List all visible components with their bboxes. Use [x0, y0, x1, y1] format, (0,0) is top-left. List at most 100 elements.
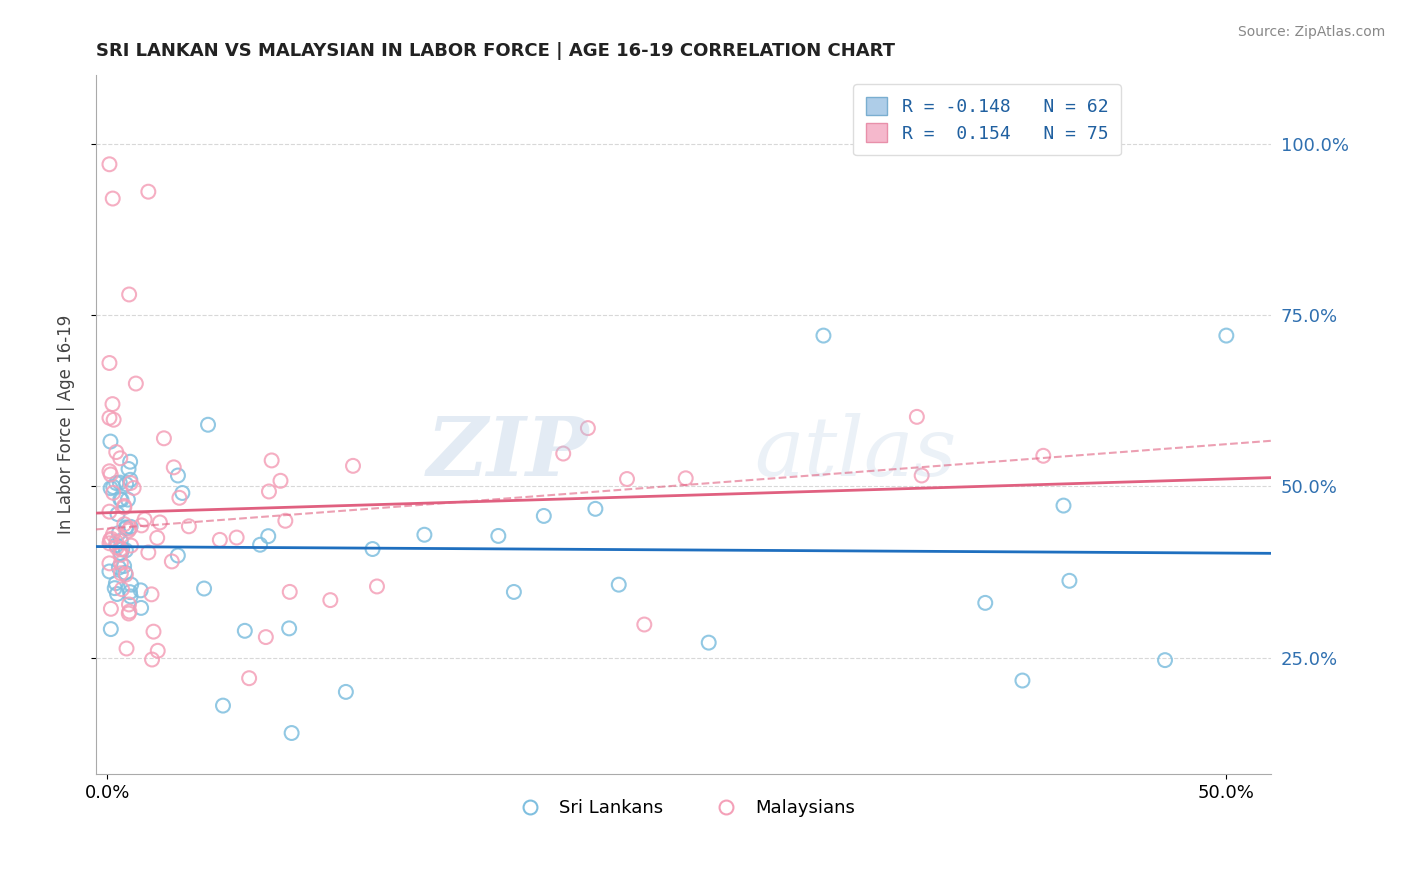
Point: [120, 475, 142, 490]
Point: [115, 543, 138, 558]
Point: [100, 602, 122, 616]
Point: [335, 685, 357, 699]
Point: [98, 565, 121, 579]
Point: [101, 527, 124, 541]
Point: [108, 526, 131, 541]
Point: [233, 624, 256, 638]
Point: [197, 417, 219, 432]
Point: [105, 587, 128, 601]
Y-axis label: In Labor Force | Age 16-19: In Labor Force | Age 16-19: [58, 315, 75, 534]
Point: [193, 582, 215, 596]
Point: [117, 524, 139, 538]
Point: [110, 548, 132, 562]
Point: [813, 328, 835, 343]
Point: [112, 499, 135, 513]
Point: [249, 538, 271, 552]
Point: [120, 473, 142, 487]
Point: [103, 485, 125, 500]
Point: [110, 533, 132, 548]
Point: [533, 508, 555, 523]
Point: [111, 542, 134, 557]
Point: [633, 617, 655, 632]
Point: [118, 605, 141, 619]
Point: [260, 453, 283, 467]
Point: [125, 376, 148, 391]
Point: [104, 581, 127, 595]
Point: [172, 486, 194, 500]
Point: [342, 458, 364, 473]
Point: [115, 567, 138, 582]
Point: [105, 538, 128, 552]
Point: [105, 476, 128, 491]
Point: [553, 446, 575, 460]
Point: [319, 593, 342, 607]
Point: [98, 410, 121, 425]
Point: [1011, 673, 1033, 688]
Point: [129, 601, 152, 615]
Point: [101, 192, 124, 206]
Point: [366, 579, 388, 593]
Point: [1154, 653, 1177, 667]
Point: [108, 475, 131, 490]
Point: [100, 467, 122, 482]
Point: [129, 583, 152, 598]
Point: [114, 566, 136, 580]
Point: [278, 585, 301, 599]
Point: [141, 587, 163, 601]
Point: [138, 545, 160, 559]
Point: [141, 652, 163, 666]
Point: [1052, 499, 1074, 513]
Point: [100, 434, 122, 449]
Point: [105, 445, 128, 459]
Legend: Sri Lankans, Malaysians: Sri Lankans, Malaysians: [505, 792, 862, 824]
Point: [100, 622, 122, 636]
Point: [166, 549, 188, 563]
Point: [100, 481, 122, 495]
Point: [110, 451, 132, 466]
Point: [278, 621, 301, 635]
Point: [114, 520, 136, 534]
Point: [146, 531, 169, 545]
Point: [120, 455, 142, 469]
Point: [98, 505, 121, 519]
Point: [238, 671, 260, 685]
Point: [280, 726, 302, 740]
Point: [115, 477, 138, 491]
Point: [98, 536, 121, 550]
Point: [108, 560, 131, 574]
Point: [911, 468, 934, 483]
Point: [486, 529, 509, 543]
Point: [120, 577, 142, 591]
Point: [100, 532, 122, 546]
Point: [146, 644, 169, 658]
Point: [110, 546, 132, 560]
Point: [583, 501, 606, 516]
Point: [607, 577, 630, 591]
Point: [697, 635, 720, 649]
Point: [254, 630, 277, 644]
Point: [257, 529, 280, 543]
Point: [105, 541, 128, 555]
Point: [115, 521, 138, 535]
Point: [98, 356, 121, 370]
Point: [134, 512, 156, 526]
Point: [103, 413, 125, 427]
Point: [120, 520, 142, 534]
Point: [1032, 449, 1054, 463]
Point: [112, 559, 135, 574]
Point: [98, 464, 121, 478]
Point: [111, 582, 134, 597]
Point: [131, 518, 153, 533]
Point: [502, 585, 524, 599]
Point: [117, 462, 139, 476]
Point: [117, 492, 139, 507]
Point: [101, 397, 124, 411]
Point: [120, 539, 142, 553]
Point: [103, 480, 125, 494]
Point: [107, 507, 129, 521]
Text: Source: ZipAtlas.com: Source: ZipAtlas.com: [1237, 25, 1385, 39]
Text: atlas: atlas: [754, 413, 956, 492]
Point: [177, 519, 200, 533]
Point: [138, 185, 160, 199]
Point: [142, 624, 165, 639]
